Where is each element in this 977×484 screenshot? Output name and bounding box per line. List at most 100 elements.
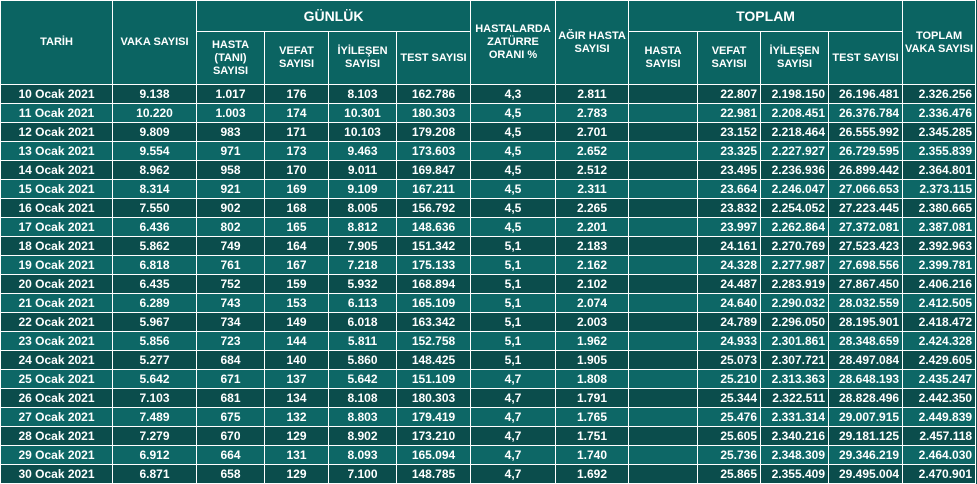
cell-date: 29 Ocak 2021 (0, 445, 113, 465)
cell-vaka: 6.435 (112, 274, 197, 294)
cell-toplam-hasta (628, 84, 699, 104)
table-row: 21 Ocak 2021 6.289 743 153 6.113 165.109 5,1 2.… (0, 293, 977, 313)
header-toplam-vaka: TOPLAM VAKA SAYISI (902, 0, 977, 85)
cell-toplam-hasta (628, 103, 699, 123)
cell-test: 165.109 (395, 293, 472, 313)
cell-vefat: 164 (264, 236, 329, 256)
header-toplam-test: TEST SAYISI (828, 31, 904, 85)
cell-test: 168.894 (395, 274, 472, 294)
cell-agir: 1.791 (555, 388, 630, 408)
cell-zaturre: 5,1 (470, 350, 557, 370)
cell-toplam-vefat: 22.807 (697, 84, 762, 104)
cell-iyilesen: 8.803 (328, 407, 397, 427)
cell-date: 14 Ocak 2021 (0, 160, 113, 180)
cell-vefat: 137 (264, 369, 329, 389)
cell-vaka: 9.138 (112, 84, 197, 104)
cell-toplam-test: 27.066.653 (828, 179, 904, 199)
cell-vefat: 153 (264, 293, 329, 313)
cell-toplam-test: 27.523.423 (828, 236, 904, 256)
cell-toplam-vefat: 23.997 (697, 217, 762, 237)
cell-vaka: 10.220 (112, 103, 197, 123)
cell-iyilesen: 9.011 (328, 160, 397, 180)
cell-toplam-vaka: 2.424.328 (902, 331, 977, 351)
cell-toplam-vefat: 25.736 (697, 445, 762, 465)
cell-agir: 1.692 (555, 464, 630, 484)
cell-toplam-vaka: 2.392.963 (902, 236, 977, 256)
cell-test: 165.094 (395, 445, 472, 465)
cell-agir: 2.311 (555, 179, 630, 199)
cell-agir: 1.962 (555, 331, 630, 351)
cell-date: 28 Ocak 2021 (0, 426, 113, 446)
cell-vefat: 129 (264, 464, 329, 484)
header-hasta-tani: HASTA (TANI) SAYISI (196, 31, 265, 85)
header-gunluk: GÜNLÜK (195, 0, 472, 32)
cell-hasta: 802 (196, 217, 265, 237)
cell-toplam-vefat: 25.605 (697, 426, 762, 446)
cell-toplam-iyilesen: 2.277.987 (760, 255, 830, 275)
cell-date: 11 Ocak 2021 (0, 103, 113, 123)
cell-toplam-vaka: 2.464.030 (902, 445, 977, 465)
cell-test: 148.425 (395, 350, 472, 370)
cell-iyilesen: 8.103 (328, 84, 397, 104)
table-row: 28 Ocak 2021 7.279 670 129 8.902 173.210 4,7 1.… (0, 426, 977, 446)
cell-date: 16 Ocak 2021 (0, 198, 113, 218)
cell-hasta: 734 (196, 312, 265, 332)
table-row: 24 Ocak 2021 5.277 684 140 5.860 148.425 5,1 1.… (0, 350, 977, 370)
cell-zaturre: 4,7 (470, 388, 557, 408)
cell-toplam-iyilesen: 2.307.721 (760, 350, 830, 370)
cell-toplam-iyilesen: 2.246.047 (760, 179, 830, 199)
cell-test: 179.419 (395, 407, 472, 427)
cell-hasta: 675 (196, 407, 265, 427)
cell-iyilesen: 8.093 (328, 445, 397, 465)
header-toplam-hasta: HASTA SAYISI (628, 31, 699, 85)
cell-toplam-test: 26.729.595 (828, 141, 904, 161)
cell-toplam-hasta (628, 141, 699, 161)
cell-test: 180.303 (395, 388, 472, 408)
cell-toplam-vaka: 2.442.350 (902, 388, 977, 408)
cell-iyilesen: 8.812 (328, 217, 397, 237)
cell-iyilesen: 5.811 (328, 331, 397, 351)
cell-hasta: 902 (196, 198, 265, 218)
cell-hasta: 684 (196, 350, 265, 370)
cell-iyilesen: 8.108 (328, 388, 397, 408)
cell-agir: 1.740 (555, 445, 630, 465)
cell-vefat: 131 (264, 445, 329, 465)
cell-zaturre: 4,7 (470, 369, 557, 389)
cell-toplam-iyilesen: 2.270.769 (760, 236, 830, 256)
cell-iyilesen: 5.860 (328, 350, 397, 370)
cell-vefat: 140 (264, 350, 329, 370)
cell-test: 162.786 (395, 84, 472, 104)
cell-agir: 2.701 (555, 122, 630, 142)
table-body: 10 Ocak 2021 9.138 1.017 176 8.103 162.786 4,3… (0, 84, 977, 484)
cell-vefat: 168 (264, 198, 329, 218)
cell-hasta: 723 (196, 331, 265, 351)
cell-vaka: 6.436 (112, 217, 197, 237)
cell-test: 169.847 (395, 160, 472, 180)
cell-toplam-test: 27.372.081 (828, 217, 904, 237)
cell-toplam-hasta (628, 350, 699, 370)
cell-vefat: 167 (264, 255, 329, 275)
cell-iyilesen: 6.018 (328, 312, 397, 332)
cell-toplam-hasta (628, 274, 699, 294)
cell-toplam-vaka: 2.380.665 (902, 198, 977, 218)
header-vefat: VEFAT SAYISI (264, 31, 329, 85)
cell-vefat: 144 (264, 331, 329, 351)
cell-hasta: 921 (196, 179, 265, 199)
cell-toplam-iyilesen: 2.236.936 (760, 160, 830, 180)
header-toplam-vefat: VEFAT SAYISI (697, 31, 762, 85)
cell-hasta: 983 (196, 122, 265, 142)
cell-toplam-vefat: 23.325 (697, 141, 762, 161)
cell-vaka: 6.912 (112, 445, 197, 465)
cell-test: 151.109 (395, 369, 472, 389)
cell-vaka: 8.314 (112, 179, 197, 199)
cell-vaka: 8.962 (112, 160, 197, 180)
cell-hasta: 971 (196, 141, 265, 161)
cell-toplam-vefat: 23.664 (697, 179, 762, 199)
cell-toplam-vaka: 2.429.605 (902, 350, 977, 370)
cell-date: 10 Ocak 2021 (0, 84, 113, 104)
table-row: 22 Ocak 2021 5.967 734 149 6.018 163.342 5,1 2.… (0, 312, 977, 332)
cell-zaturre: 4,5 (470, 217, 557, 237)
cell-toplam-test: 28.828.496 (828, 388, 904, 408)
cell-hasta: 670 (196, 426, 265, 446)
cell-agir: 1.905 (555, 350, 630, 370)
